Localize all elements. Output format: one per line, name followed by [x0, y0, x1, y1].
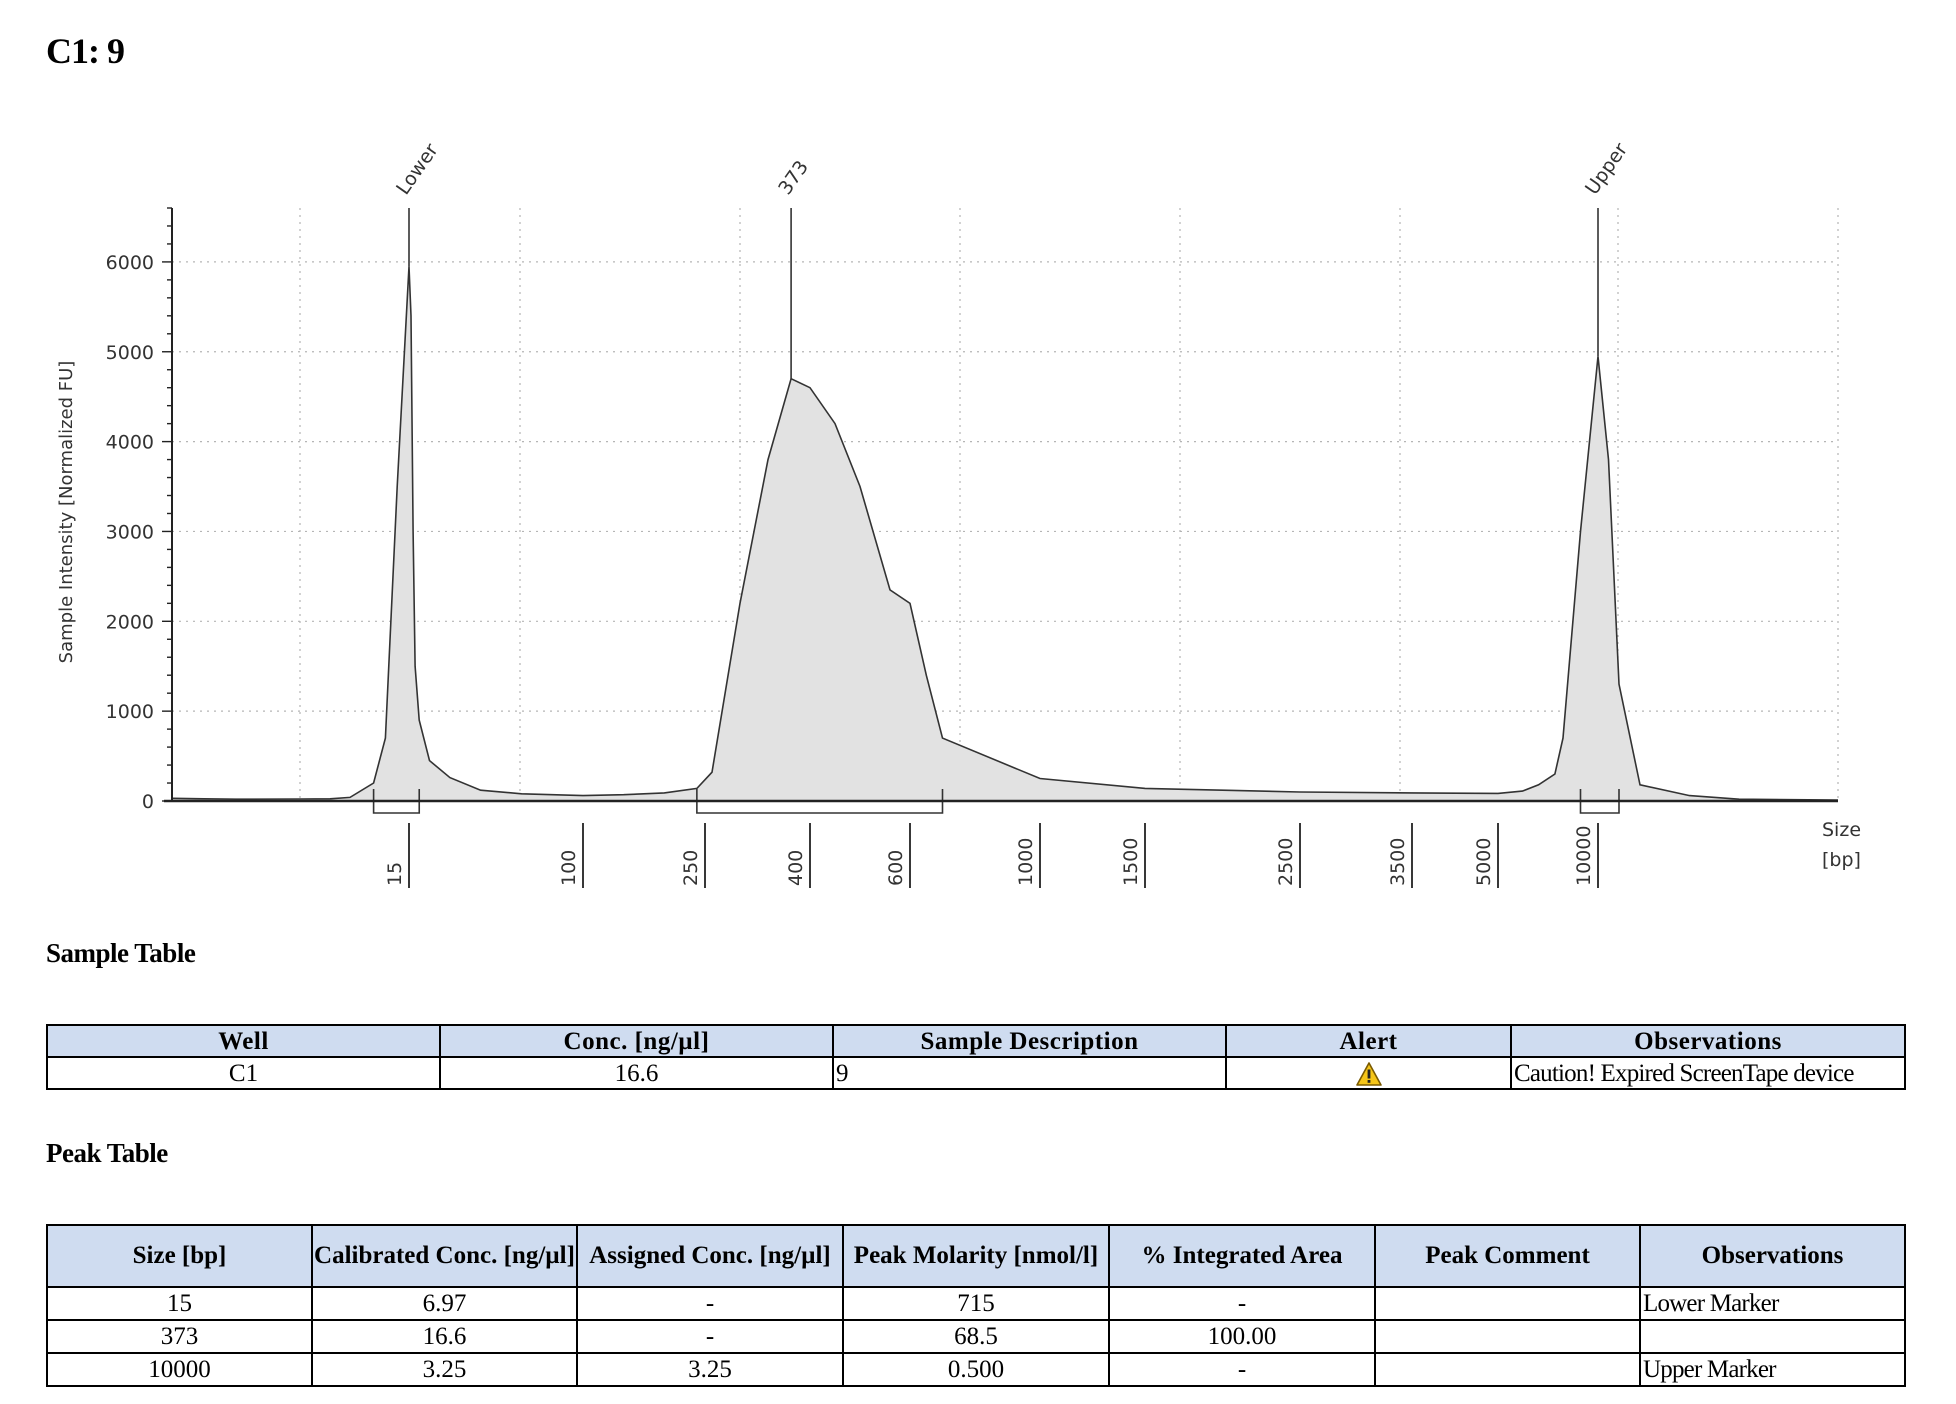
x-axis-title: Size [1822, 819, 1861, 841]
peak-comment [1374, 1352, 1641, 1387]
peak-header-size: Size [bp] [46, 1224, 313, 1288]
table-row: 15 6.97-715- Lower Marker [46, 1286, 1906, 1321]
peak-table: Size [bp] Calibrated Conc. [ng/µl] Assig… [46, 1224, 1906, 1387]
peak-molarity: 715 [842, 1286, 1110, 1321]
y-tick-label: 1000 [106, 701, 154, 723]
x-tick-label: 1000 [1015, 838, 1037, 886]
y-tick-label: 4000 [106, 432, 154, 454]
peak-integrated-area: 100.00 [1108, 1319, 1376, 1354]
table-row: C1 16.6 9 Caution! Expired ScreenTape de… [46, 1056, 1906, 1090]
x-tick-label: 15 [384, 862, 406, 886]
peak-markers: Lower 373 Upper [392, 139, 1632, 379]
peak-label: 373 [774, 157, 813, 199]
peak-observations: Upper Marker [1639, 1352, 1906, 1387]
sample-well: C1 [46, 1056, 441, 1090]
sample-header-observations: Observations [1510, 1024, 1906, 1058]
peak-label: Upper [1581, 139, 1632, 199]
y-tick-label: 3000 [106, 521, 154, 543]
peak-size: 10000 [46, 1352, 313, 1387]
x-tick-label: 3500 [1387, 838, 1409, 886]
table-row: 10000 3.25 3.25 0.500- Upper Marker [46, 1352, 1906, 1387]
y-tick-label: 5000 [106, 342, 154, 364]
trace-area [172, 266, 1838, 801]
peak-molarity: 0.500 [842, 1352, 1110, 1387]
peak-label: Lower [392, 139, 443, 198]
grid-lines [172, 208, 1839, 801]
sample-header-well: Well [46, 1024, 441, 1058]
sample-header-description: Sample Description [832, 1024, 1227, 1058]
x-tick-label: 100 [558, 850, 580, 886]
peak-header-molarity: Peak Molarity [nmol/l] [842, 1224, 1110, 1288]
peak-observations [1639, 1319, 1906, 1354]
peak-header-observations: Observations [1639, 1224, 1906, 1288]
sample-header-conc: Conc. [ng/µl] [439, 1024, 834, 1058]
peak-calibrated-conc: 6.97 [311, 1286, 578, 1321]
peak-header-comment: Peak Comment [1374, 1224, 1641, 1288]
peak-header-assigned-conc: Assigned Conc. [ng/µl] [576, 1224, 844, 1288]
x-axis-ticks: 15 100 250 400 600 1000 1500 2500 3500 5000 10000 [384, 823, 1599, 888]
x-tick-label: 400 [785, 850, 807, 886]
electropherogram-chart: 0 1000 2000 3000 4000 5000 6000 15 100 250 400 600… [56, 139, 1861, 888]
x-tick-label: 5000 [1473, 838, 1495, 886]
x-tick-label: 2500 [1275, 838, 1297, 886]
peak-assigned-conc: - [576, 1319, 844, 1354]
peak-header-calibrated-conc: Calibrated Conc. [ng/µl] [311, 1224, 578, 1288]
sample-table: Well Conc. [ng/µl] Sample Description Al… [46, 1024, 1906, 1090]
peak-assigned-conc: 3.25 [576, 1352, 844, 1387]
peak-observations: Lower Marker [1639, 1286, 1906, 1321]
peak-size: 373 [46, 1319, 313, 1354]
sample-header-alert: Alert [1225, 1024, 1512, 1058]
peak-comment [1374, 1286, 1641, 1321]
peak-table-title: Peak Table [46, 1138, 168, 1168]
x-tick-label: 600 [885, 850, 907, 886]
x-tick-label: 10000 [1573, 826, 1595, 886]
chart-axes [164, 208, 1838, 803]
sample-table-title: Sample Table [46, 938, 196, 968]
peak-header-integrated-area: % Integrated Area [1108, 1224, 1376, 1288]
warning-triangle-icon [1355, 1061, 1382, 1086]
page-title: C1: 9 [46, 31, 125, 71]
x-tick-label: 1500 [1120, 838, 1142, 886]
y-axis-ticks: 0 1000 2000 3000 4000 5000 6000 [106, 207, 172, 813]
y-tick-label: 0 [142, 791, 154, 813]
peak-size: 15 [46, 1286, 313, 1321]
peak-integrated-area: - [1108, 1352, 1376, 1387]
x-axis-unit: [bp] [1822, 849, 1861, 871]
x-tick-label: 250 [680, 850, 702, 886]
peak-calibrated-conc: 3.25 [311, 1352, 578, 1387]
peak-assigned-conc: - [576, 1286, 844, 1321]
peak-molarity: 68.5 [842, 1319, 1110, 1354]
y-tick-label: 2000 [106, 611, 154, 633]
sample-alert [1225, 1056, 1512, 1090]
peak-calibrated-conc: 16.6 [311, 1319, 578, 1354]
peak-comment [1374, 1319, 1641, 1354]
sample-conc: 16.6 [439, 1056, 834, 1090]
table-row: 373 16.6-68.5 100.00 [46, 1319, 1906, 1354]
sample-observations: Caution! Expired ScreenTape device [1510, 1056, 1906, 1090]
y-axis-title: Sample Intensity [Normalized FU] [56, 361, 77, 664]
peak-integrated-area: - [1108, 1286, 1376, 1321]
y-tick-label: 6000 [106, 252, 154, 274]
sample-description: 9 [832, 1056, 1227, 1090]
